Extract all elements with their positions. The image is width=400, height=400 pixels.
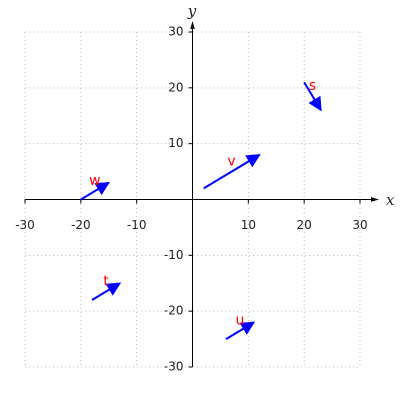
y-tick-label: -10 — [164, 248, 184, 262]
vector-arrow — [91, 282, 122, 301]
x-tick-label: -20 — [71, 218, 91, 232]
x-tick-label: 10 — [241, 218, 256, 232]
vector-arrow — [203, 153, 261, 190]
vector-label: t — [103, 274, 109, 290]
y-tick-label: 20 — [168, 80, 183, 94]
x-tick-label: -30 — [15, 218, 35, 232]
vector-label: s — [309, 78, 316, 94]
y-tick-label: 30 — [168, 25, 183, 39]
x-tick-label: 20 — [297, 218, 312, 232]
vector-arrow — [225, 321, 256, 340]
vector-label: u — [236, 313, 245, 329]
x-tick-label: 30 — [352, 218, 367, 232]
vector-arrow — [303, 81, 322, 112]
x-axis-label: x — [386, 191, 395, 209]
vector-label: v — [227, 154, 235, 170]
y-axis-label: y — [187, 2, 197, 20]
y-tick-label: -20 — [164, 304, 184, 318]
vector-label: w — [89, 173, 100, 189]
y-tick-label: 10 — [168, 136, 183, 150]
y-tick-label: -30 — [164, 360, 184, 374]
vector-arrow — [80, 181, 110, 201]
x-tick-label: -10 — [127, 218, 147, 232]
